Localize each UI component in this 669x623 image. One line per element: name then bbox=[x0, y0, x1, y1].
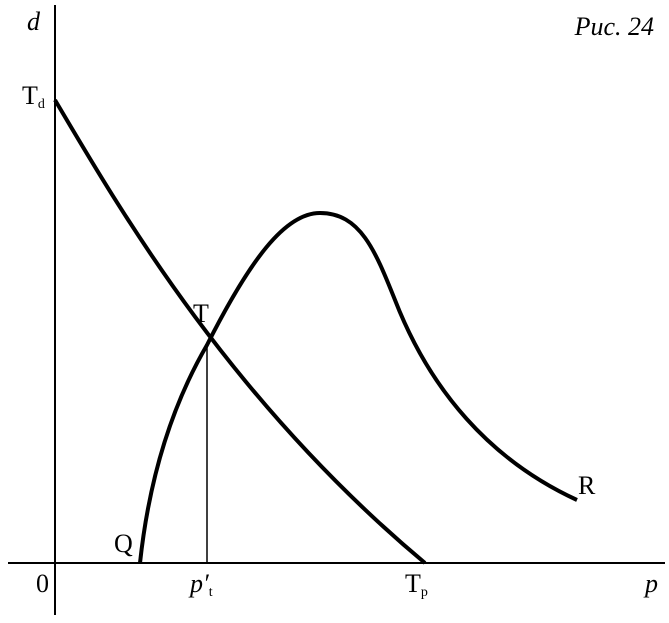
label-pt: p′t bbox=[188, 569, 213, 600]
label-sub: p bbox=[421, 585, 428, 600]
label-sub: d bbox=[38, 97, 45, 112]
label-r: R bbox=[578, 471, 596, 500]
label-tp: Tp bbox=[405, 569, 428, 600]
label-main: T bbox=[22, 81, 38, 110]
origin-label: 0 bbox=[36, 569, 49, 598]
curve-td-tp bbox=[53, 98, 427, 565]
label-td: Td bbox=[22, 81, 45, 112]
label-t: T bbox=[193, 299, 209, 328]
y-axis-label: d bbox=[27, 7, 41, 36]
label-sub: t bbox=[209, 585, 213, 600]
figure-label: Рис. 24 bbox=[574, 12, 654, 41]
x-axis-label: p bbox=[643, 569, 658, 598]
label-main: p′ bbox=[188, 569, 209, 598]
curve-q-r bbox=[138, 210, 578, 564]
label-q: Q bbox=[114, 529, 133, 558]
label-main: T bbox=[405, 569, 421, 598]
